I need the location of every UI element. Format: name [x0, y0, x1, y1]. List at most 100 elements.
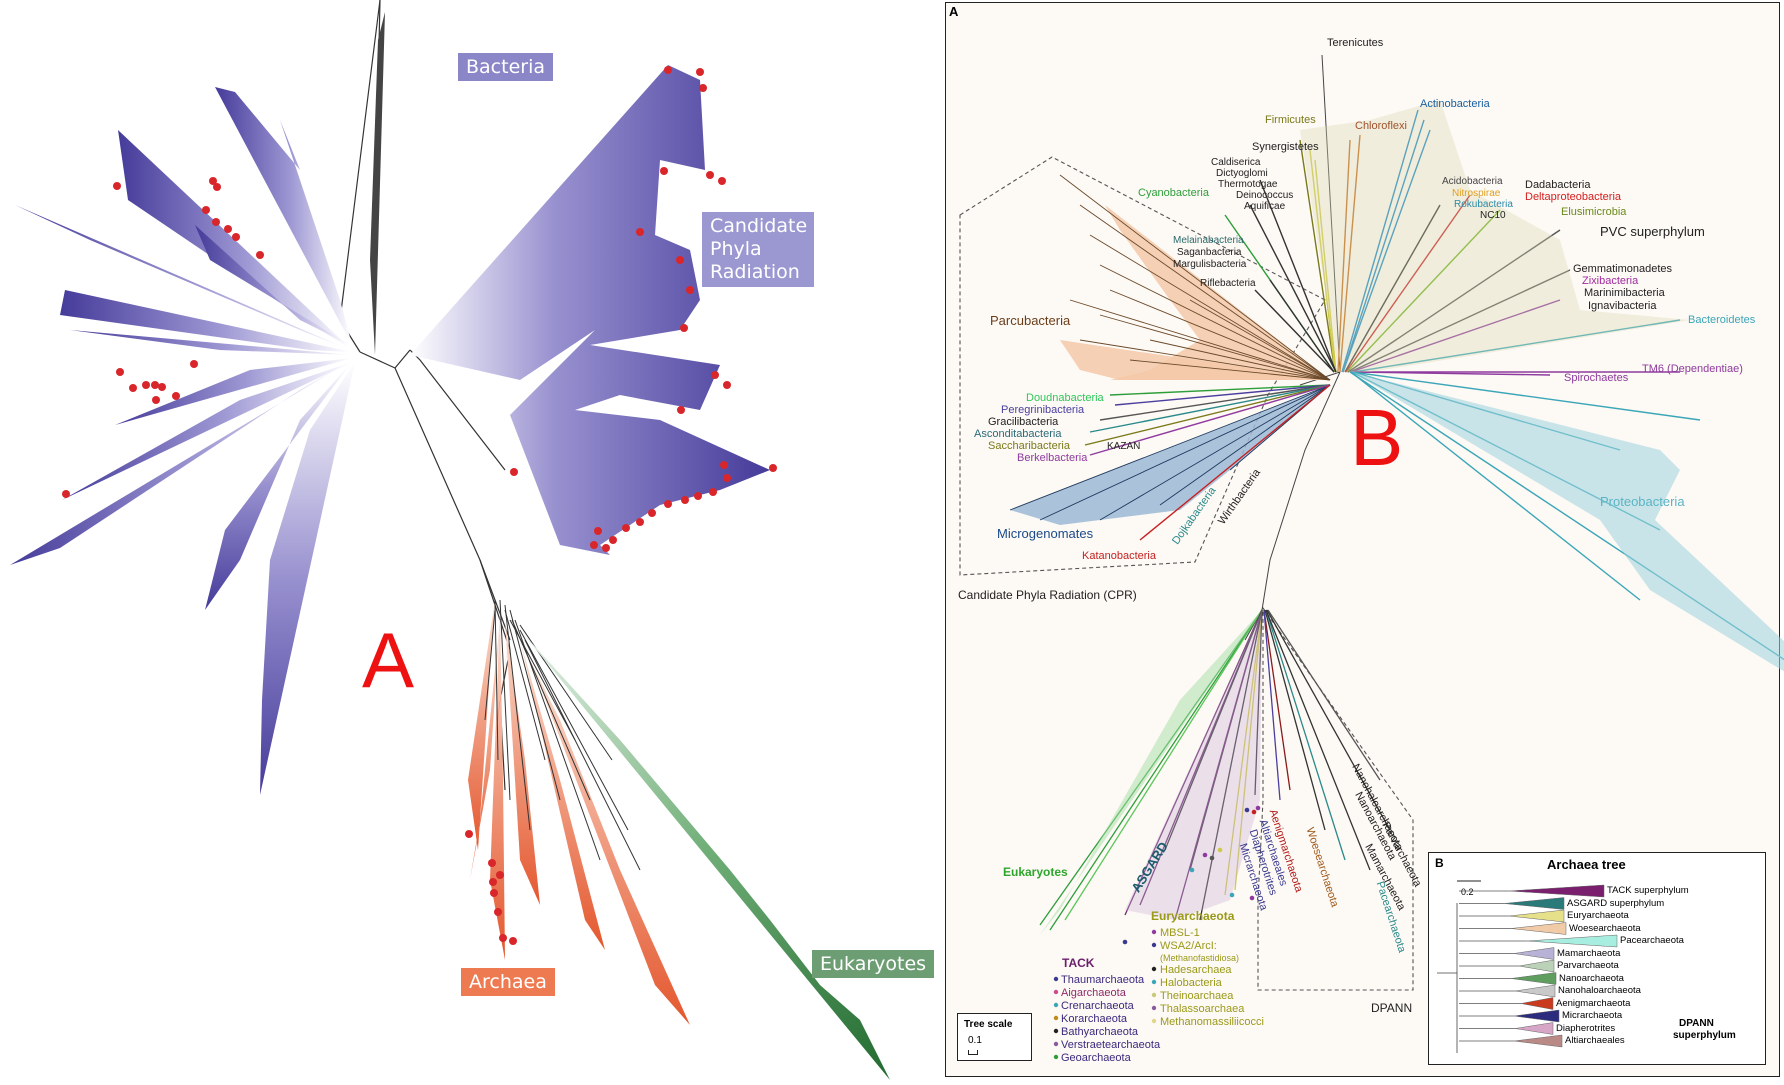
inset-clade-triangle [1514, 984, 1556, 998]
eury-member-7: Methanomassiliicocci [1160, 1016, 1264, 1028]
label-tack: TACK [1062, 956, 1095, 970]
label-gracilibacteria: Gracilibacteria [988, 416, 1059, 428]
inset-clade-triangle [1514, 1022, 1554, 1035]
cpr-label: Candidate Phyla Radiation [702, 212, 814, 287]
label-peregrinibacteria: Peregrinibacteria [1001, 404, 1085, 416]
right-stems [1244, 54, 1341, 641]
eury-member-2: (Methanofastidiosa) [1160, 953, 1240, 963]
parcubacteria-branches [1059, 174, 1331, 381]
bacteria-clades [10, 12, 385, 795]
eury-member-4: Halobacteria [1160, 977, 1222, 989]
inset-clade-triangle [1510, 972, 1557, 985]
archaea-inset: B Archaea tree 0.2 TACK superphylum ASGAR… [1428, 852, 1766, 1065]
left-tree-panel: Bacteria Candidate Phyla Radiation Archa… [10, 0, 935, 1080]
inset-root-branches [1437, 903, 1458, 1053]
label-deinococcus: Deinococcus [1236, 190, 1294, 201]
cpr-caption: Candidate Phyla Radiation (CPR) [958, 588, 1137, 602]
label-spirochaetes: Spirochaetes [1564, 372, 1629, 384]
label-asconditabacteria: Asconditabacteria [974, 428, 1062, 440]
eukaryotes-clade [520, 630, 890, 1080]
proteobacteria-fan [1352, 372, 1784, 672]
parcubacteria-fan-2 [1060, 340, 1330, 380]
cpr-label-line-1: Candidate [710, 215, 808, 237]
dpann-dashed-outline [1257, 606, 1414, 991]
microgenomates-branches [1009, 384, 1331, 521]
label-ignavibacteria: Ignavibacteria [1588, 300, 1657, 312]
label-terenicutes: Terenicutes [1327, 37, 1384, 49]
inset-clade-triangle [1510, 922, 1567, 935]
label-nitrospirae: Nitrospirae [1452, 188, 1501, 199]
label-kazan: KAZAN [1107, 441, 1141, 452]
eury-member-0: MBSL-1 [1160, 927, 1200, 939]
eury-member-5: Theinoarchaea [1160, 990, 1234, 1002]
inset-dpann-line-1: DPANN [1679, 1018, 1714, 1029]
inset-clade-triangle [1513, 947, 1555, 960]
label-doudnabacteria: Doudnabacteria [1026, 392, 1104, 404]
tack-member-0: Thaumarchaeota [1061, 974, 1145, 986]
inset-clade-label: Aenigmarchaeota [1556, 997, 1631, 1009]
tack-member-6: Geoarchaeota [1061, 1052, 1131, 1064]
cpr-label-line-2: Phyla [710, 238, 762, 260]
inset-clade-label: Woesearchaeota [1569, 922, 1641, 934]
label-elusimicrobia: Elusimicrobia [1561, 206, 1627, 218]
inset-clade-label: Nanohaloarchaeota [1558, 985, 1641, 996]
eury-member-3: Hadesarchaea [1160, 964, 1232, 976]
inset-letter: B [1435, 856, 1444, 870]
label-rokubacteria: Rokubacteria [1454, 199, 1513, 210]
right-panel-overlay-letter: B [1350, 393, 1404, 482]
label-thermotogae: Thermotogae [1218, 179, 1278, 190]
eukaryotes-right-fan [1040, 610, 1262, 935]
eury-member-6: Thalassoarchaea [1160, 1003, 1245, 1015]
bacteria-label: Bacteria [458, 53, 553, 81]
tree-scale-title: Tree scale [964, 1019, 1013, 1030]
tack-member-5: Verstraetearchaeota [1061, 1039, 1161, 1051]
tack-member-1: Aigarchaeota [1061, 987, 1126, 999]
label-cyanobacteria: Cyanobacteria [1138, 187, 1209, 199]
left-panel-letter: A [362, 616, 415, 704]
inset-clade-label: ASGARD superphylum [1567, 897, 1665, 909]
right-panel-letter: A [949, 4, 959, 19]
tack-member-3: Korarchaeota [1061, 1013, 1128, 1025]
label-acidobacteria: Acidobacteria [1442, 176, 1503, 187]
label-aquificae: Aquificae [1244, 201, 1286, 212]
label-dictyoglomi: Dictyoglomi [1216, 168, 1268, 179]
dpann-caption: DPANN [1371, 1001, 1413, 1015]
label-caldiserica: Caldiserica [1211, 157, 1261, 168]
inset-clade-label: Pacearchaeota [1620, 935, 1684, 946]
bacteria-upper-fan [1300, 100, 1690, 372]
tack-member-2: Crenarchaeota [1061, 1000, 1134, 1012]
cpr-label-line-3: Radiation [710, 261, 800, 283]
inset-clade-triangle [1513, 1034, 1563, 1048]
label-saccharibacteria: Saccharibacteria [988, 440, 1070, 452]
inset-clade-label: Euryarchaeota [1567, 910, 1629, 921]
tree-scale-value: 0.1 [968, 1035, 982, 1046]
label-tm6: TM6 (Dependentiae) [1642, 363, 1743, 375]
label-gemmatimonadetes: Gemmatimonadetes [1573, 263, 1673, 275]
inset-clade-triangle [1520, 997, 1554, 1010]
archaea-label: Archaea [461, 968, 555, 996]
label-pvc: PVC superphylum [1600, 224, 1705, 239]
archaea-dots [465, 830, 517, 945]
cpr-small-branches [1084, 384, 1331, 541]
left-tree-graphic [10, 0, 890, 1080]
inset-dpann-line-2: superphylum [1673, 1030, 1736, 1041]
inset-clade-label: Nanoarchaeota [1559, 972, 1624, 984]
inset-clade-triangle [1526, 934, 1618, 948]
label-saganbacteria: Saganbacteria [1177, 247, 1242, 258]
tree-scale-bar [968, 1050, 978, 1055]
label-actinobacteria: Actinobacteria [1420, 98, 1490, 110]
label-chloroflexi: Chloroflexi [1355, 120, 1407, 132]
archaea-branches-right [1039, 609, 1391, 931]
label-zixibacteria: Zixibacteria [1582, 275, 1639, 287]
label-riflebacteria: Riflebacteria [1200, 278, 1256, 289]
label-dadabacteria: Dadabacteria [1525, 179, 1591, 191]
legend-bullets [1053, 929, 1157, 1060]
inset-clade-label: Diapherotrites [1556, 1022, 1616, 1034]
label-melainabacteria: Melainabacteria [1173, 235, 1244, 246]
label-parcubacteria: Parcubacteria [990, 313, 1071, 328]
label-berkelbacteria: Berkelbacteria [1017, 452, 1088, 464]
label-synergistetes: Synergistetes [1252, 141, 1319, 153]
label-nc10: NC10 [1480, 210, 1506, 221]
label-bacteroidetes: Bacteroidetes [1688, 314, 1756, 326]
